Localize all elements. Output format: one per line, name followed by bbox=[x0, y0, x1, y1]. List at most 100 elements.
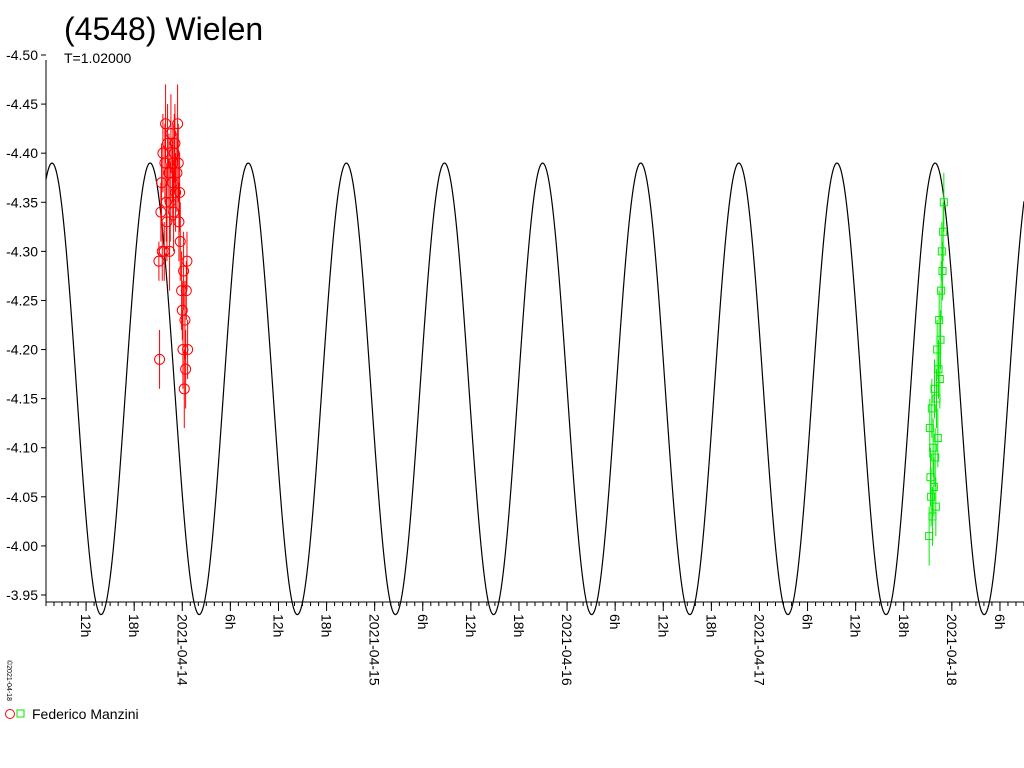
data-point-square bbox=[938, 267, 947, 275]
data-point-circle bbox=[174, 236, 186, 248]
y-tick-label: -4.15 bbox=[6, 391, 38, 407]
y-tick-label: -4.00 bbox=[6, 538, 38, 554]
x-tick-label: 12h bbox=[463, 614, 479, 637]
data-point-circle bbox=[178, 265, 190, 277]
x-tick-label: 18h bbox=[319, 614, 335, 637]
model-curve bbox=[45, 162, 1024, 616]
data-point-circle bbox=[153, 255, 165, 267]
data-point-circle bbox=[160, 196, 172, 208]
data-point-square bbox=[934, 365, 943, 374]
data-point-square bbox=[927, 404, 936, 413]
data-point-circle bbox=[154, 353, 166, 365]
data-point-circle bbox=[178, 383, 190, 395]
legend-label: Federico Manzini bbox=[32, 706, 139, 722]
x-tick-label: 18h bbox=[896, 614, 912, 637]
data-point-square bbox=[935, 375, 944, 383]
y-tick-label: -4.25 bbox=[6, 292, 38, 308]
x-tick-label: 6h bbox=[607, 614, 623, 630]
x-tick-label: 12h bbox=[271, 614, 287, 637]
x-axis-ticks: 12h 18h 2021-04-14 6h 12h 18h 2021-04-15 6h 12h 1… bbox=[45, 602, 1024, 686]
data-point-circle bbox=[180, 363, 192, 375]
legend-circle-marker bbox=[5, 709, 15, 719]
data-point-square bbox=[939, 198, 948, 207]
data-point-square bbox=[926, 473, 935, 482]
y-tick-label: -4.35 bbox=[6, 194, 38, 210]
data-point-square bbox=[939, 227, 948, 236]
data-point-circle bbox=[162, 137, 174, 149]
data-point-circle bbox=[159, 157, 171, 169]
data-point-square bbox=[930, 384, 939, 393]
data-point-circle bbox=[163, 167, 175, 179]
x-tick-label: 12h bbox=[655, 614, 671, 637]
data-point-circle bbox=[165, 128, 177, 140]
x-tick-label: 12h bbox=[78, 614, 94, 637]
data-point-circle bbox=[176, 285, 188, 297]
data-point-circle bbox=[161, 216, 173, 228]
data-point-circle bbox=[158, 245, 170, 257]
data-point-circle bbox=[176, 304, 188, 316]
data-point-circle bbox=[182, 344, 194, 356]
chart-subtitle: T=1.02000 bbox=[64, 50, 132, 66]
x-tick-label: 18h bbox=[703, 614, 719, 637]
data-point-circle bbox=[170, 186, 182, 198]
data-point-circle bbox=[169, 137, 181, 149]
data-point-square bbox=[936, 335, 945, 344]
y-tick-label: -3.95 bbox=[6, 587, 38, 603]
y-axis-ticks: -4.50 -4.45 -4.40 -4.35 -4.30 -4.25 -4.20 -4.15… bbox=[6, 47, 46, 603]
y-tick-label: -4.50 bbox=[6, 47, 38, 63]
data-point-circle bbox=[177, 344, 189, 356]
x-tick-label: 2021-04-15 bbox=[367, 614, 383, 686]
credit-label: ©2021-04-18 bbox=[5, 660, 13, 701]
data-point-square bbox=[929, 443, 938, 452]
data-point-circle bbox=[155, 206, 167, 218]
x-tick-label: 2021-04-18 bbox=[944, 614, 960, 686]
x-tick-label: 18h bbox=[511, 614, 527, 637]
legend: Federico Manzini bbox=[5, 706, 139, 722]
x-tick-label: 6h bbox=[415, 614, 431, 630]
data-point-square bbox=[931, 453, 940, 462]
data-point-square bbox=[929, 483, 938, 491]
data-point-circle bbox=[180, 285, 192, 297]
data-markers-group bbox=[153, 118, 948, 541]
x-tick-label: 2021-04-16 bbox=[559, 614, 575, 686]
y-tick-label: -4.40 bbox=[6, 145, 38, 161]
data-point-circle bbox=[168, 206, 180, 218]
data-point-square bbox=[935, 316, 944, 325]
data-point-square bbox=[925, 532, 934, 541]
data-point-circle bbox=[173, 216, 185, 228]
data-point-circle bbox=[156, 177, 168, 189]
data-point-square bbox=[933, 345, 942, 354]
data-point-circle bbox=[166, 177, 178, 189]
y-tick-label: -4.10 bbox=[6, 440, 38, 456]
y-tick-label: -4.30 bbox=[6, 243, 38, 259]
y-tick-label: -4.20 bbox=[6, 342, 38, 358]
data-point-square bbox=[928, 512, 937, 521]
data-point-circle bbox=[179, 314, 191, 326]
data-point-circle bbox=[172, 157, 184, 169]
x-tick-label: 2021-04-14 bbox=[174, 614, 190, 686]
y-tick-label: -4.45 bbox=[6, 96, 38, 112]
data-point-square bbox=[933, 433, 942, 442]
x-tick-label: 12h bbox=[848, 614, 864, 637]
x-tick-label: 2021-04-17 bbox=[752, 614, 768, 686]
chart-title: (4548) Wielen bbox=[64, 11, 263, 47]
y-tick-label: -4.05 bbox=[6, 489, 38, 505]
data-point-circle bbox=[160, 118, 172, 130]
data-point-square bbox=[932, 394, 941, 403]
x-tick-label: 6h bbox=[800, 614, 816, 630]
x-tick-label: 18h bbox=[126, 614, 142, 637]
data-point-square bbox=[937, 247, 946, 256]
data-point-circle bbox=[164, 245, 176, 257]
model-curve-group bbox=[45, 162, 1024, 616]
data-point-square bbox=[925, 424, 934, 433]
x-tick-label: 6h bbox=[992, 614, 1008, 630]
data-point-circle bbox=[174, 186, 186, 198]
data-point-circle bbox=[181, 255, 193, 267]
legend-square-marker bbox=[16, 709, 25, 718]
data-point-square bbox=[927, 492, 936, 501]
x-tick-label: 6h bbox=[222, 614, 238, 630]
data-point-square bbox=[931, 502, 940, 511]
data-point-circle bbox=[164, 196, 176, 208]
